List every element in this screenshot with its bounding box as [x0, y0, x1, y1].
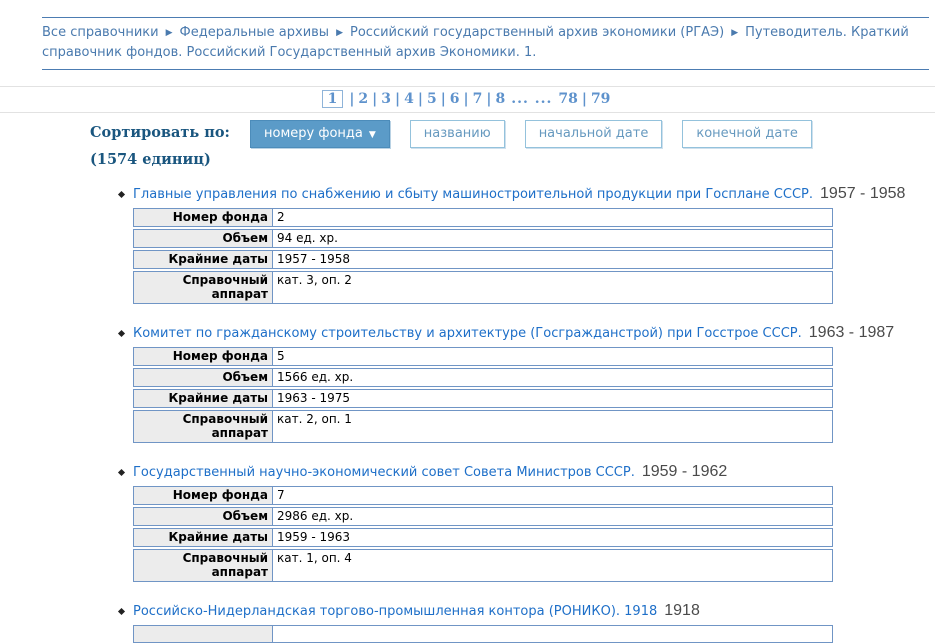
fond-title-link[interactable]: Главные управления по снабжению и сбыту …	[133, 187, 814, 202]
sort-by-start-date-button[interactable]: начальной дате	[524, 120, 663, 148]
pagination-page-5[interactable]: 5	[426, 91, 437, 107]
sort-by-fund-number-label: номеру фонда	[264, 126, 363, 141]
row-label: Справочный аппарат	[134, 272, 273, 303]
row-value: 1959 - 1963	[277, 530, 351, 544]
row-label: Справочный аппарат	[134, 550, 273, 581]
breadcrumb-arrow-icon: ▶	[731, 28, 739, 38]
row-value	[273, 626, 832, 642]
list-item: Главные управления по снабжению и сбыту …	[117, 185, 935, 304]
sort-by-fund-number-button[interactable]: номеру фонда ▼	[250, 120, 390, 148]
pagination-separator: |	[349, 91, 355, 107]
list-item: Государственный научно-экономический сов…	[117, 463, 935, 582]
sort-by-label: Сортировать по:	[90, 124, 230, 141]
pagination-current-page: 1	[321, 90, 344, 108]
row-value: 7	[277, 488, 285, 502]
row-value: кат. 2, оп. 1	[277, 412, 352, 426]
list-item: Российско-Нидерландская торгово-промышле…	[117, 602, 935, 643]
row-value: кат. 3, оп. 2	[277, 273, 352, 287]
table-row	[133, 625, 833, 643]
table-row: Справочный аппарат кат. 3, оп. 2	[133, 271, 833, 304]
dropdown-arrow-icon: ▼	[368, 130, 376, 140]
row-value: 5	[277, 349, 285, 363]
row-label: Номер фонда	[134, 348, 273, 365]
row-label: Объем	[134, 369, 273, 386]
fond-details-table: Номер фонда 5 Объем 1566 ед. хр. Крайние…	[133, 347, 833, 443]
row-label: Справочный аппарат	[134, 411, 273, 442]
fond-details-table	[133, 625, 833, 643]
fond-details-table: Номер фонда 7 Объем 2986 ед. хр. Крайние…	[133, 486, 833, 582]
pagination-page-8[interactable]: 8	[495, 91, 506, 107]
row-value: 1566 ед. хр.	[277, 370, 354, 384]
bullet-icon	[117, 468, 126, 476]
pagination-page-6[interactable]: 6	[449, 91, 460, 107]
sort-by-end-date-button[interactable]: конечной дате	[682, 120, 812, 148]
breadcrumb-arrow-icon: ▶	[336, 28, 343, 38]
fond-dates: 1959 - 1962	[641, 463, 728, 480]
row-label: Номер фонда	[134, 209, 273, 226]
pagination-page-79[interactable]: 79	[590, 91, 611, 107]
table-row: Номер фонда 5	[133, 347, 833, 366]
sort-by-title-button[interactable]: названию	[409, 120, 505, 148]
fond-title-link[interactable]: Российско-Нидерландская торгово-промышле…	[133, 604, 658, 619]
fond-title-link[interactable]: Комитет по гражданскому строительству и …	[133, 326, 802, 341]
row-value: кат. 1, оп. 4	[277, 551, 352, 565]
row-value: 2986 ед. хр.	[277, 509, 354, 523]
fond-dates: 1918	[664, 602, 700, 619]
breadcrumb-arrow-icon: ▶	[165, 28, 173, 38]
table-row: Объем 94 ед. хр.	[133, 229, 833, 248]
pagination: 1 | 2 | 3 | 4 | 5 | 6 | 7 | 8... ... 78 | 79	[0, 86, 935, 113]
row-label: Крайние даты	[134, 390, 273, 407]
breadcrumb-item-guide-current[interactable]: Путеводитель. Краткий справочник фондов.…	[42, 25, 909, 60]
table-row: Объем 1566 ед. хр.	[133, 368, 833, 387]
bullet-icon	[117, 607, 126, 615]
table-row: Крайние даты 1959 - 1963	[133, 528, 833, 547]
row-value: 1963 - 1975	[277, 391, 351, 405]
row-label: Объем	[134, 508, 273, 525]
table-row: Объем 2986 ед. хр.	[133, 507, 833, 526]
table-row: Номер фонда 7	[133, 486, 833, 505]
pagination-ellipsis: ... ...	[511, 91, 553, 107]
page: Все справочники ▶ Федеральные архивы ▶ Росси…	[0, 17, 935, 643]
breadcrumb: Все справочники ▶ Федеральные архивы ▶ Росси…	[42, 17, 929, 70]
row-label: Крайние даты	[134, 251, 273, 268]
pagination-separator: |	[395, 91, 401, 107]
pagination-page-7[interactable]: 7	[472, 91, 483, 107]
pagination-separator: |	[581, 91, 587, 107]
fond-title-link[interactable]: Государственный научно-экономический сов…	[133, 465, 635, 480]
list-item: Комитет по гражданскому строительству и …	[117, 324, 935, 443]
row-label: Номер фонда	[134, 487, 273, 504]
pagination-separator: |	[440, 91, 446, 107]
row-value: 94 ед. хр.	[277, 231, 338, 245]
row-value: 1957 - 1958	[277, 252, 351, 266]
pagination-separator: |	[486, 91, 492, 107]
fond-list: Главные управления по снабжению и сбыту …	[117, 185, 935, 643]
pagination-page-3[interactable]: 3	[381, 91, 392, 107]
pagination-page-78[interactable]: 78	[558, 91, 578, 107]
bullet-icon	[117, 329, 126, 337]
table-row: Справочный аппарат кат. 1, оп. 4	[133, 549, 833, 582]
sort-controls: Сортировать по: (1574 единиц) номеру фон…	[90, 120, 935, 168]
table-row: Крайние даты 1963 - 1975	[133, 389, 833, 408]
pagination-page-4[interactable]: 4	[404, 91, 414, 107]
table-row: Номер фонда 2	[133, 208, 833, 227]
pagination-separator: |	[417, 91, 423, 107]
row-value: 2	[277, 210, 285, 224]
row-label	[134, 626, 273, 642]
fond-details-table: Номер фонда 2 Объем 94 ед. хр. Крайние д…	[133, 208, 833, 304]
pagination-separator: |	[372, 91, 378, 107]
breadcrumb-item-all-guides[interactable]: Все справочники	[42, 25, 159, 40]
results-count: (1574 единиц)	[90, 151, 211, 168]
breadcrumb-item-federal-archives[interactable]: Федеральные архивы	[179, 25, 330, 40]
row-label: Объем	[134, 230, 273, 247]
fond-dates: 1963 - 1987	[808, 324, 895, 341]
breadcrumb-item-rgae[interactable]: Российский государственный архив экономи…	[350, 25, 725, 40]
table-row: Справочный аппарат кат. 2, оп. 1	[133, 410, 833, 443]
fond-dates: 1957 - 1958	[820, 185, 906, 202]
bullet-icon	[117, 190, 126, 198]
pagination-page-2[interactable]: 2	[358, 91, 369, 107]
row-label: Крайние даты	[134, 529, 273, 546]
pagination-separator: |	[463, 91, 469, 107]
table-row: Крайние даты 1957 - 1958	[133, 250, 833, 269]
